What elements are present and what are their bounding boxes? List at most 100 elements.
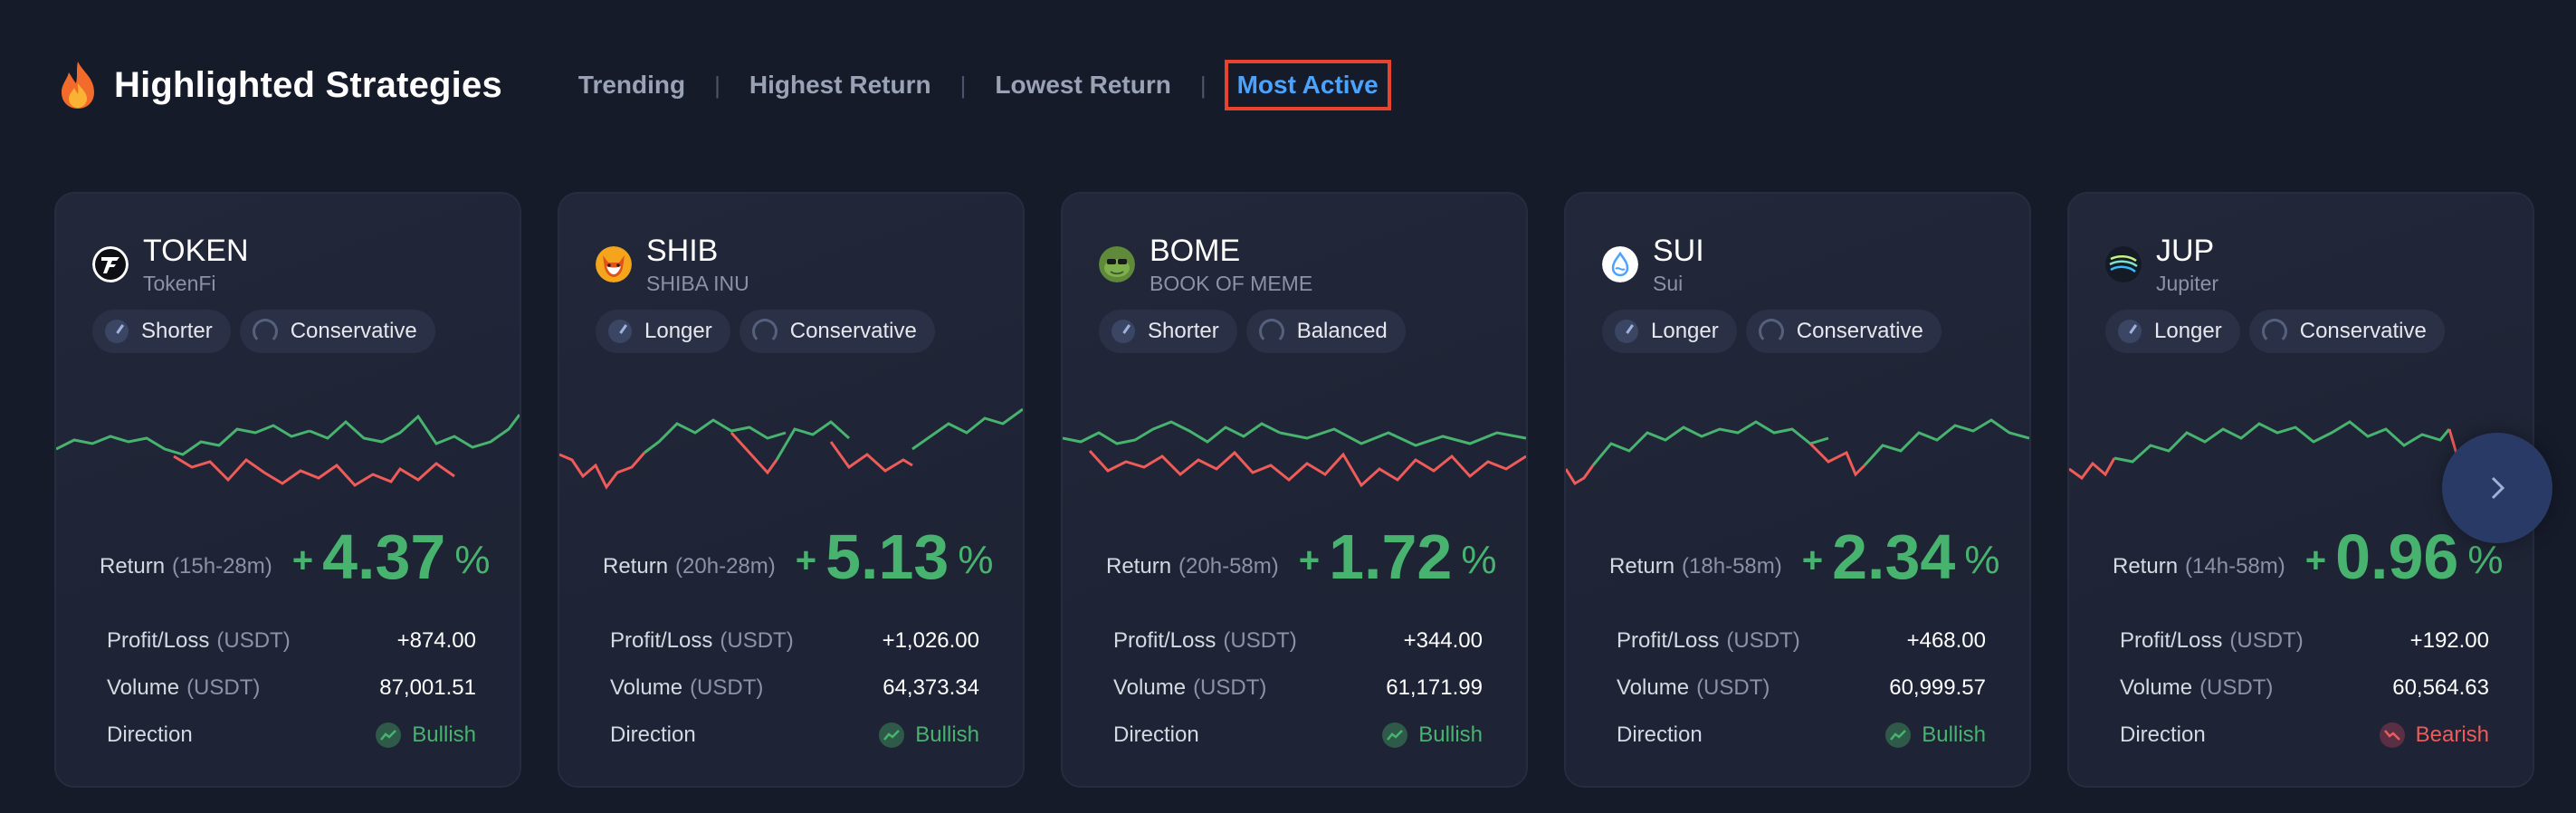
card-stats: Profit/Loss (USDT) +344.00 Volume (USDT) 61,… [1063,603,1526,786]
return-row: Return (20h-58m) + 1.72 % [1106,520,1497,588]
book-of-meme-logo-icon [1099,246,1135,282]
coin-name: Jupiter [2156,272,2219,295]
volume-label: Volume [610,675,683,700]
duration-pill: Longer [596,310,730,353]
tab-most-active[interactable]: Most Active [1224,60,1391,110]
strategy-card-bome[interactable]: BOME BOOK OF MEME Shorter Balanced Retur… [1061,192,1528,788]
return-percent: % [1964,538,2000,582]
volume-value: 87,001.51 [379,675,476,700]
volume-value: 60,999.57 [1889,675,1986,700]
gauge-icon [1258,319,1284,344]
sparkline-up [2113,420,2451,464]
tab-lowest-return[interactable]: Lowest Return [995,71,1171,99]
coin-name: BOOK OF MEME [1150,272,1313,295]
coin-name: SHIBA INU [646,272,749,295]
gauge-icon [751,319,778,344]
unit-label: (USDT) [216,628,291,653]
profit-loss-value: +344.00 [1403,628,1483,653]
volume-row: Volume (USDT) 60,999.57 [1617,670,1986,706]
unit-label: (USDT) [690,675,764,700]
risk-label: Balanced [1296,319,1388,343]
direction-row: Direction Bullish [107,717,476,753]
sparkline-down [2069,457,2116,481]
return-label: Return [1609,554,1675,579]
unit-label: (USDT) [720,628,794,653]
strategy-card-jup[interactable]: JUP Jupiter Longer Conservative Return (… [2067,192,2534,788]
sparkline-down [1566,464,1595,486]
timer-icon [105,320,129,343]
price-sparkline [1063,420,1526,488]
unit-label: (USDT) [1223,628,1297,653]
return-row: Return (20h-28m) + 5.13 % [603,520,994,588]
duration-label: Shorter [1148,319,1219,343]
timer-icon [608,320,632,343]
card-stats: Profit/Loss (USDT) +192.00 Volume (USDT) 60,… [2069,603,2533,786]
trend-up-icon [1382,722,1408,748]
strategy-card-shib[interactable]: SHIB SHIBA INU Longer Conservative Retur… [558,192,1025,788]
risk-label: Conservative [1796,319,1923,343]
unit-label: (USDT) [2199,675,2274,700]
volume-value: 60,564.63 [2392,675,2489,700]
unit-label: (USDT) [1193,675,1267,700]
return-value: 0.96 [2335,521,2459,592]
price-sparkline [1566,418,2029,486]
chevron-right-icon [2491,476,2505,500]
volume-label: Volume [1617,675,1690,700]
gauge-icon [252,319,278,344]
price-sparkline [559,407,1023,490]
tab-highest-return[interactable]: Highest Return [749,71,931,99]
risk-pill: Conservative [2248,310,2445,353]
return-row: Return (15h-28m) + 4.37 % [100,520,491,588]
return-duration: (14h-58m) [2185,554,2285,579]
profit-loss-value: +468.00 [1906,628,1986,653]
sparkline-up [56,424,310,456]
volume-row: Volume (USDT) 64,373.34 [610,670,979,706]
profit-loss-value: +192.00 [2409,628,2489,653]
return-value: 2.34 [1832,521,1956,592]
profit-loss-row: Profit/Loss (USDT) +344.00 [1113,623,1483,659]
tab-trending[interactable]: Trending [577,71,686,99]
card-stats: Profit/Loss (USDT) +1,026.00 Volume (USDT) 6… [559,603,1023,786]
tab-separator: | [714,71,720,99]
return-duration: (20h-58m) [1178,554,1279,579]
coin-name: TokenFi [143,272,216,295]
duration-label: Longer [644,319,712,343]
return-sign: + [1801,540,1824,580]
strategy-cards: TOKEN TokenFi Shorter Conservative Retur… [54,192,2571,788]
profit-loss-label: Profit/Loss [610,628,713,653]
return-percent: % [958,538,994,582]
volume-label: Volume [1113,675,1187,700]
sui-logo-icon [1602,246,1638,282]
volume-label: Volume [107,675,180,700]
duration-label: Shorter [141,319,213,343]
return-value: 5.13 [825,521,949,592]
return-duration: (20h-28m) [675,554,776,579]
return-duration: (15h-28m) [172,554,272,579]
timer-icon [2118,320,2142,343]
gauge-icon [1758,319,1784,344]
sparkline-up [1279,427,1526,447]
duration-pill: Longer [2105,310,2240,353]
direction-row: Direction Bullish [610,717,979,753]
strategy-tabs: Trending | Highest Return | Lowest Retur… [568,60,1391,110]
shiba-inu-logo-icon [596,246,632,282]
sparkline-down [829,441,913,473]
fire-icon [62,62,94,109]
unit-label: (USDT) [1726,628,1800,653]
unit-label: (USDT) [1696,675,1770,700]
profit-loss-label: Profit/Loss [107,628,210,653]
sparkline-down [730,431,778,475]
sparkline-up [644,418,787,454]
strategy-card-sui[interactable]: SUI Sui Longer Conservative Return (18h-… [1564,192,2031,788]
sparkline-down [173,454,455,487]
trend-down-icon [2379,722,2405,748]
strategy-card-token[interactable]: TOKEN TokenFi Shorter Conservative Retur… [54,192,521,788]
risk-label: Conservative [789,319,917,343]
jupiter-logo-icon [2105,246,2142,282]
duration-pill: Longer [1602,310,1737,353]
next-cards-button[interactable] [2442,433,2552,543]
coin-name: Sui [1653,272,1684,295]
return-value: 4.37 [322,521,446,592]
coin-symbol: SHIB [646,234,719,268]
direction-row: Direction Bullish [1617,717,1986,753]
